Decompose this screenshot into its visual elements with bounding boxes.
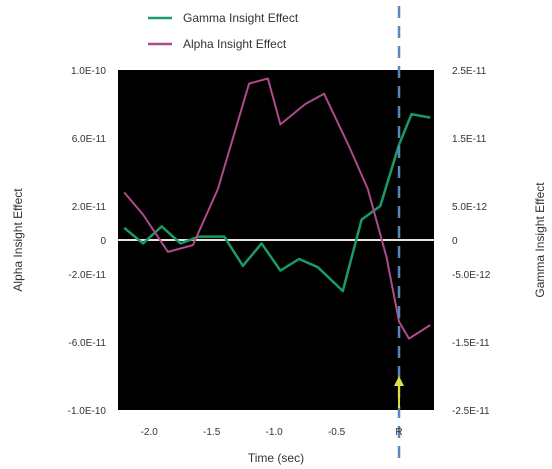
y-left-tick-label: 6.0E-11	[72, 134, 107, 145]
y-axis-right-title: Gamma Insight Effect	[533, 182, 547, 298]
x-tick-label: -2.0	[141, 427, 159, 438]
x-tick-label: -0.5	[328, 427, 346, 438]
series-line-gamma	[123, 112, 431, 293]
legend-label-alpha: Alpha Insight Effect	[183, 37, 287, 51]
x-tick-label: R	[395, 427, 402, 438]
y-left-tick-label: -2.0E-11	[68, 270, 106, 281]
y-axis-left-title: Alpha Insight Effect	[11, 188, 25, 292]
x-axis-title: Time (sec)	[248, 451, 304, 465]
y-right-tick-label: 0	[452, 236, 458, 247]
y-right-tick-label: -1.5E-11	[452, 338, 490, 349]
y-right-tick-label: 2.5E-11	[452, 66, 487, 77]
y-right-tick-label: -5.0E-12	[452, 270, 491, 281]
y-left-tick-label: -6.0E-11	[68, 338, 106, 349]
response-arrow-head	[394, 376, 405, 386]
y-right-tick-label: 1.5E-11	[452, 134, 487, 145]
y-left-tick-label: 0	[100, 236, 106, 247]
response-arrow	[394, 376, 405, 408]
y-left-tick-label: -1.0E-10	[68, 406, 107, 417]
y-left-tick-label: 1.0E-10	[71, 66, 106, 77]
legend: Gamma Insight Effect Alpha Insight Effec…	[148, 11, 299, 51]
y-right-tick-label: 5.0E-12	[452, 202, 487, 213]
series-line-alpha	[123, 77, 431, 340]
y-right-tick-label: -2.5E-11	[452, 406, 490, 417]
legend-label-gamma: Gamma Insight Effect	[183, 11, 299, 25]
x-tick-label: -1.0	[266, 427, 284, 438]
x-tick-label: -1.5	[203, 427, 221, 438]
y-left-tick-label: 2.0E-11	[72, 202, 107, 213]
ticks: 1.0E-10 6.0E-11 2.0E-11 0 -2.0E-11 -6.0E-11 -1…	[68, 66, 491, 438]
